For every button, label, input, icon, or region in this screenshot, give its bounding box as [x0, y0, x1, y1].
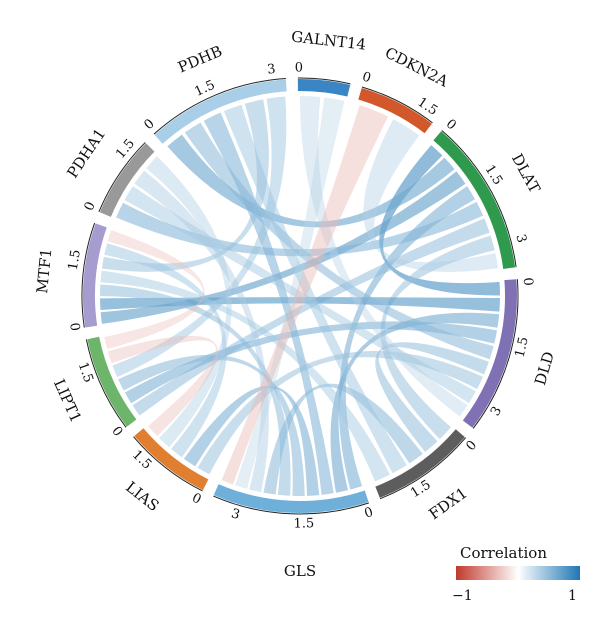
correlation-legend: Correlation −1 1	[452, 544, 580, 604]
chord-link-dlat-pdhb	[167, 134, 455, 228]
gene-label-mtf1: MTF1	[33, 247, 55, 294]
chord-link-dlat-dld	[379, 145, 500, 296]
gene-label-lias: LIAS	[122, 478, 162, 515]
chord-link-pdha1-gls	[134, 170, 269, 493]
gene-label-cdkn2a: CDKN2A	[382, 43, 451, 90]
gene-label-pdhb: PDHB	[175, 42, 225, 77]
sector-outline-cdkn2a	[361, 86, 433, 124]
gene-label-dld: DLD	[531, 349, 558, 387]
chord-link-fdx1-pdhb	[223, 104, 407, 474]
sector-arc-pdhb	[154, 79, 287, 144]
tick-label-gls-2: 3	[229, 506, 241, 523]
chord-link-lias-pdha1	[146, 156, 232, 448]
sector-arc-pdha1	[99, 143, 155, 217]
sector-ring	[81, 77, 519, 515]
sector-outline-pdha1	[98, 142, 146, 213]
sector-arc-cdkn2a	[358, 87, 432, 134]
sector-arc-lias	[134, 428, 209, 491]
tick-label-dlat-0: 0	[443, 117, 459, 134]
sector-outline-lipt1	[85, 339, 127, 428]
chord-link-gls-pdhb	[203, 112, 334, 495]
tick-label-pdhb-0: 0	[141, 116, 157, 133]
chord-link-dlat-fdx1	[380, 235, 495, 440]
sector-outline-dld	[472, 279, 519, 429]
tick-label-fdx1-0: 0	[463, 438, 480, 454]
legend-title: Correlation	[460, 544, 547, 562]
legend-max-label: 1	[568, 588, 577, 604]
tick-label-dld-2: 3	[488, 404, 505, 419]
tick-label-lipt1-0: 0	[108, 424, 125, 440]
legend-color-bar	[456, 566, 580, 580]
chord-link-pdhb-mtf1	[101, 99, 269, 272]
tick-label-mtf1-0: 0	[66, 322, 82, 332]
tick-label-dlat-2: 3	[512, 233, 529, 245]
tick-label-pdhb-2: 3	[266, 62, 276, 78]
sector-outline-dlat	[441, 130, 517, 268]
sector-outline-pdhb	[153, 77, 286, 135]
chord-link-dlat-lipt1	[132, 218, 490, 416]
chord-link-gls-lias	[183, 385, 320, 496]
tick-label-dld-1: 1.5	[513, 336, 532, 360]
gene-label-galnt14: GALNT14	[290, 27, 367, 53]
gene-label-pdha1: PDHA1	[63, 125, 109, 181]
sector-outline-galnt14	[297, 77, 351, 85]
gene-label-gls: GLS	[284, 562, 316, 580]
chord-link-pdha1-dld	[124, 186, 476, 404]
sector-arc-mtf1	[82, 223, 107, 328]
chord-link-dld-mtf1	[100, 297, 500, 312]
tick-label-mtf1-1: 1.5	[66, 249, 84, 272]
sector-outline-mtf1	[81, 222, 96, 328]
tick-label-gls-0: 0	[363, 505, 375, 522]
chord-link-dlat-mtf1	[100, 171, 466, 324]
chord-link-dld-lipt1	[124, 321, 498, 404]
chord-link-dld-fdx1	[375, 342, 489, 452]
sector-outline-lias	[133, 436, 203, 492]
sector-arc-galnt14	[297, 78, 351, 97]
chord-link-dlat-pdha1	[116, 201, 484, 257]
tick-label-gls-1: 1.5	[293, 516, 314, 531]
chord-link-cdkn2a-gls	[221, 105, 389, 485]
gene-label-dlat: DLAT	[508, 151, 544, 197]
sector-arc-gls	[213, 484, 369, 514]
chord-link-mtf1-lipt1	[104, 230, 205, 350]
gene-label-lipt1: LIPT1	[50, 376, 85, 425]
tick-label-lipt1-1: 1.5	[75, 360, 96, 385]
tick-label-cdkn2a-0: 0	[360, 70, 372, 87]
sector-arc-dld	[462, 279, 517, 428]
chord-link-gls-fdx1	[263, 383, 423, 495]
chord-link-dlat-gls	[338, 186, 476, 490]
sector-outline-gls	[213, 495, 370, 515]
tick-label-lias-0: 0	[189, 491, 203, 508]
tick-label-dld-0: 0	[520, 277, 535, 286]
sector-outline-fdx1	[379, 437, 467, 500]
chord-links	[99, 95, 500, 496]
tick-label-galnt14-0: 0	[295, 60, 303, 75]
sector-arc-lipt1	[87, 336, 137, 427]
chord-link-pdhb-lipt1	[112, 96, 287, 378]
sector-arc-fdx1	[375, 429, 465, 498]
tick-label-pdha1-0: 0	[82, 200, 99, 214]
sector-arc-dlat	[433, 131, 516, 269]
legend-min-label: −1	[452, 588, 473, 604]
chord-link-galnt14-dld	[299, 95, 468, 417]
chord-link-lipt1-lias	[107, 335, 219, 437]
chord-link-galnt14-gls	[235, 97, 345, 489]
tick-label-pdhb-1: 1.5	[192, 78, 217, 100]
chord-link-cdkn2a-dlat	[363, 119, 499, 272]
